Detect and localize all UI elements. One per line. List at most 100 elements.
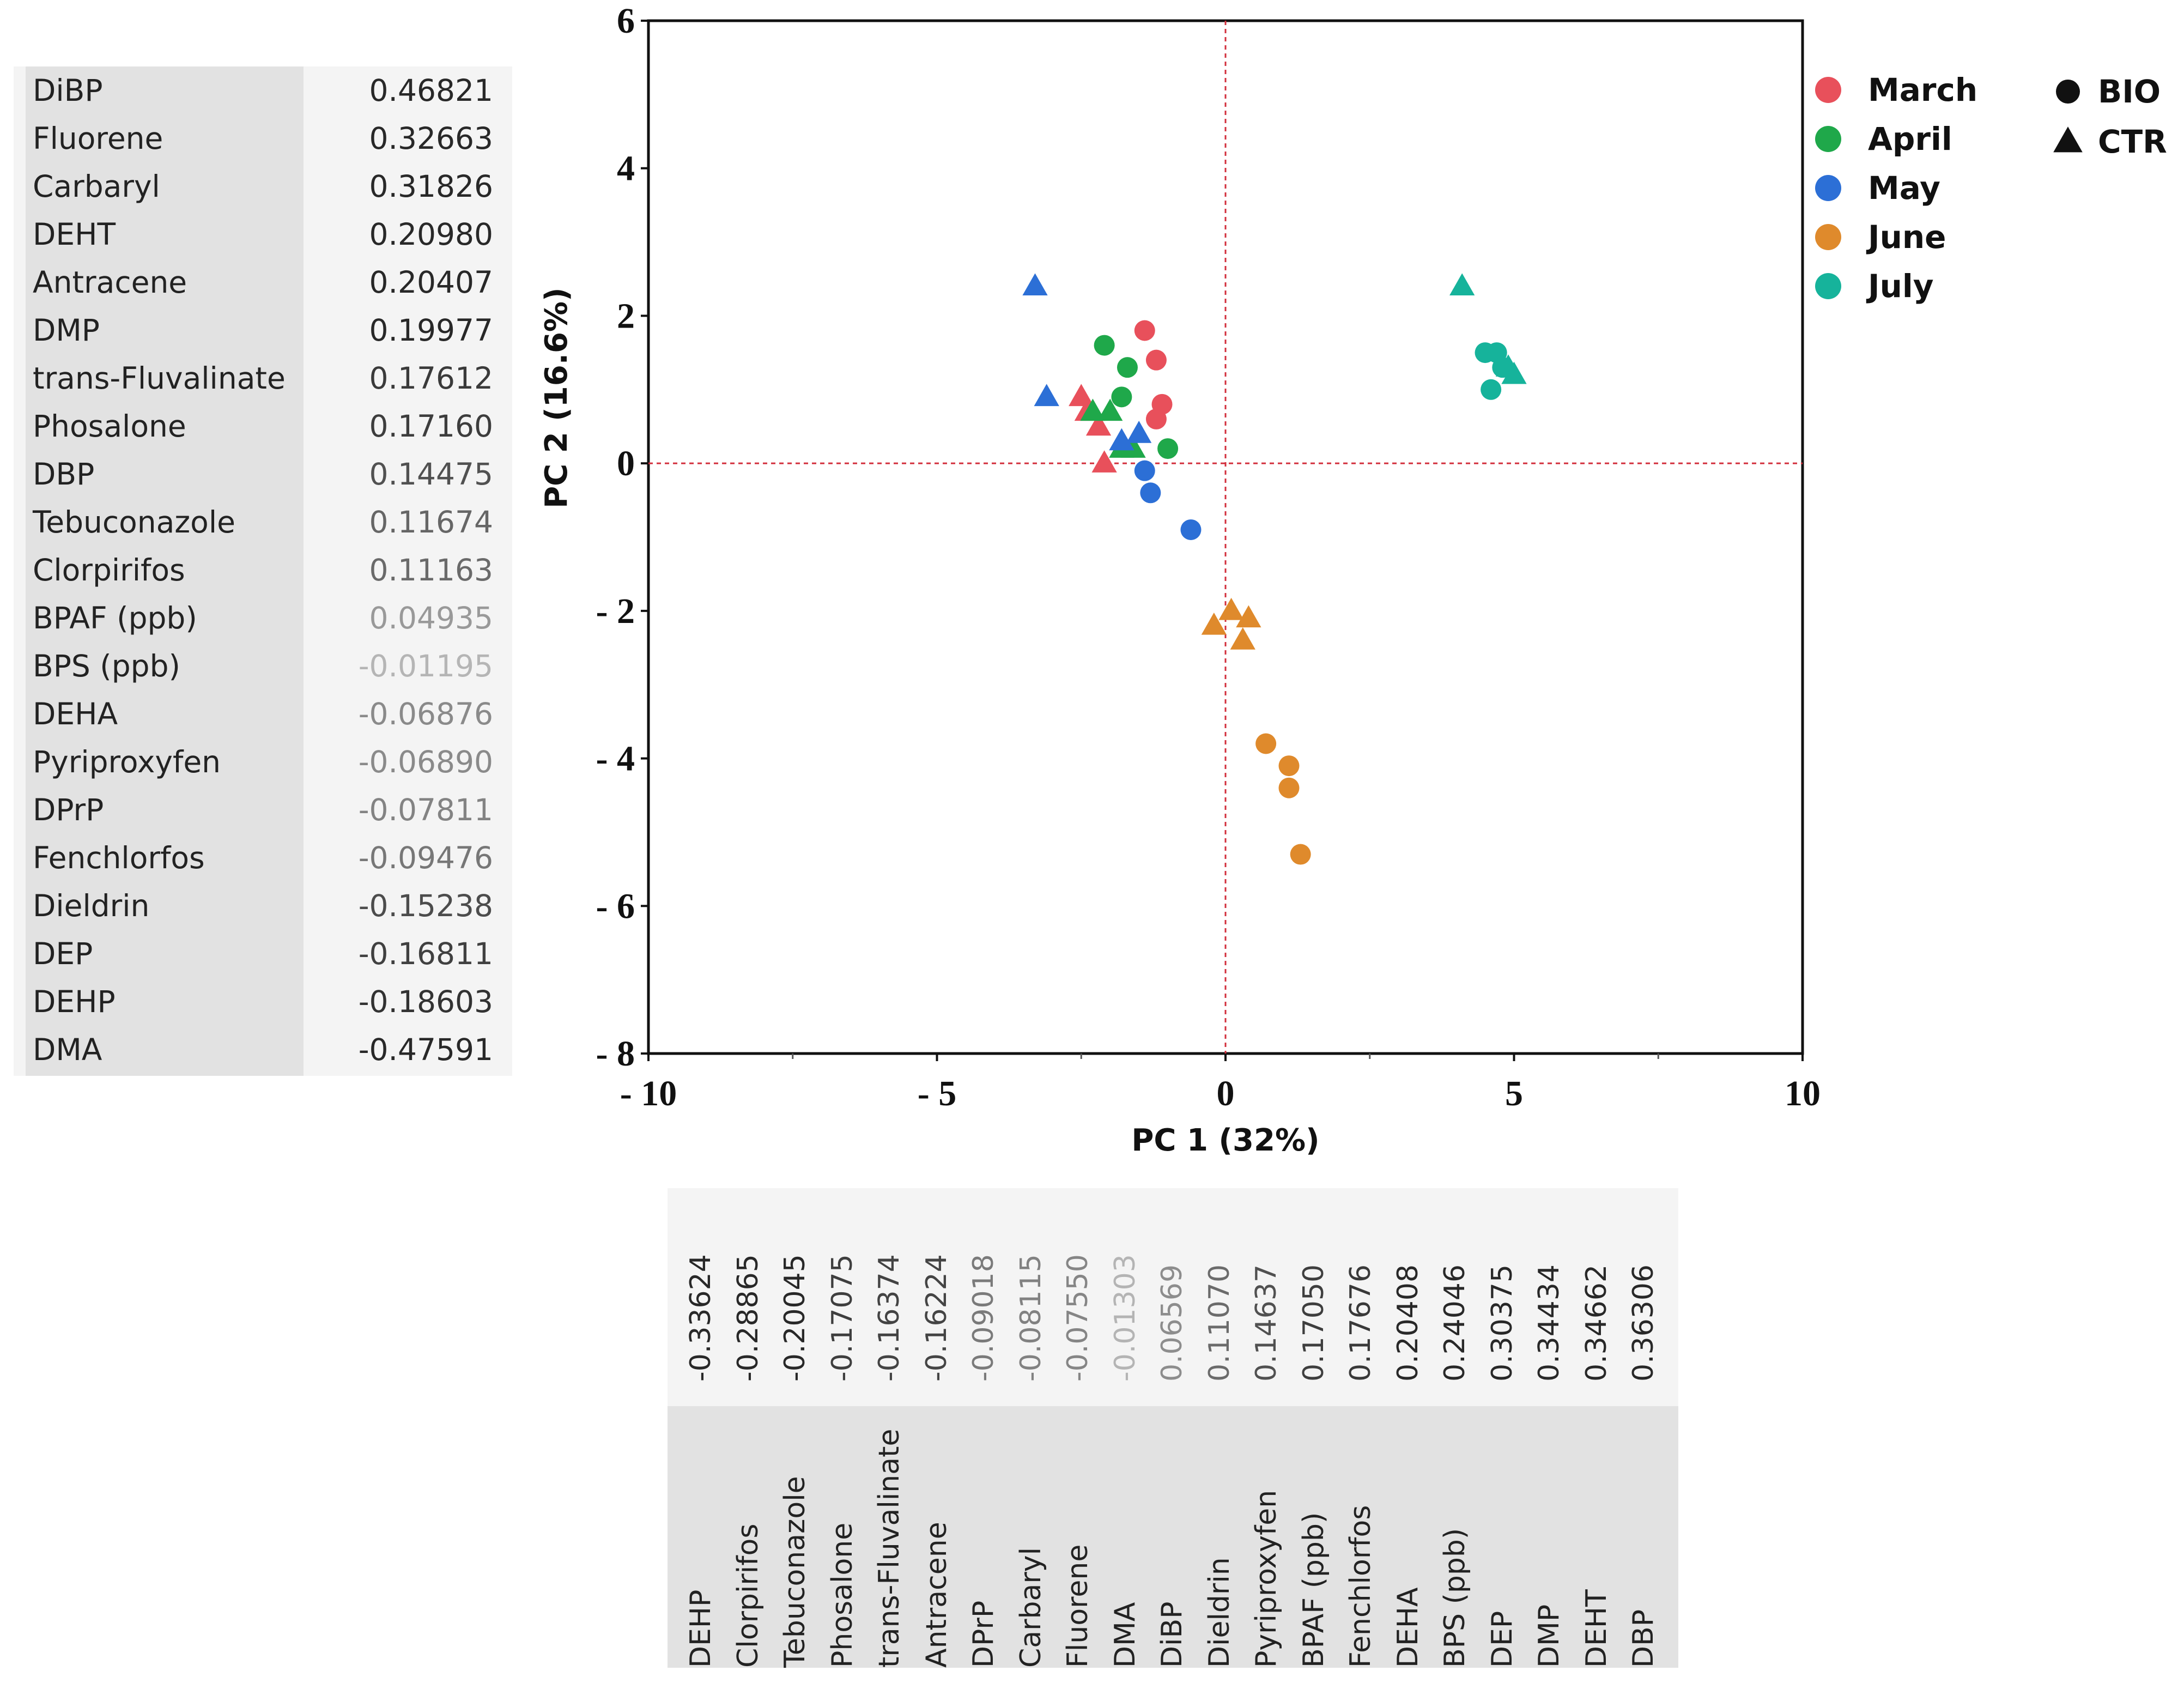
loading-variable-name: Dieldrin bbox=[33, 888, 150, 923]
pc2-names-column bbox=[26, 66, 304, 1076]
loading-variable-name: DMA bbox=[33, 1032, 102, 1067]
loading-value: 0.31826 bbox=[369, 169, 493, 204]
data-point-april-ctr bbox=[1080, 398, 1106, 421]
pc2-loadings-table: DiBP 0.46821 Fluorene 0.32663 Carbaryl 0.3182… bbox=[14, 66, 512, 1076]
data-point-may-bio bbox=[1180, 519, 1202, 540]
loading-variable-name: DiBP bbox=[33, 73, 103, 108]
legend-shape-ctr bbox=[2053, 126, 2083, 153]
loading-variable-name: BPS (ppb) bbox=[33, 649, 180, 683]
legend-marker-may bbox=[1815, 175, 1841, 201]
loading-value: 0.04935 bbox=[369, 601, 493, 635]
loading-value: 0.32663 bbox=[369, 121, 493, 156]
data-point-april-bio bbox=[1111, 386, 1132, 408]
legend-marker-june bbox=[1815, 224, 1841, 250]
legend-label-july: July bbox=[1866, 268, 1934, 305]
loading-variable-name: DEP bbox=[33, 936, 93, 971]
y-axis-label: PC 2 (16.6%) bbox=[539, 287, 574, 508]
pc2-loading-row: DEP -0.16811 bbox=[14, 930, 512, 978]
pc2-loading-row: Phosalone 0.17160 bbox=[14, 402, 512, 450]
loading-variable-name: DEHT bbox=[33, 217, 116, 252]
data-point-may-bio bbox=[1140, 482, 1161, 504]
loading-value: 0.17160 bbox=[369, 409, 493, 444]
y-tick-label: 4 bbox=[617, 149, 635, 189]
legend-shape-bio bbox=[2056, 80, 2080, 104]
data-point-june-ctr bbox=[1201, 612, 1227, 635]
data-point-april-bio bbox=[1157, 438, 1179, 459]
loading-value: -0.15238 bbox=[358, 888, 493, 923]
data-point-may-ctr bbox=[1034, 384, 1059, 407]
pc1-names-band bbox=[668, 1406, 1678, 1668]
pc2-loading-row: DMP 0.19977 bbox=[14, 306, 512, 354]
loading-value: -0.18603 bbox=[358, 984, 493, 1019]
loading-variable-name: Fluorene bbox=[33, 121, 163, 156]
data-point-april-bio bbox=[1094, 335, 1115, 356]
loading-variable-name: DEHA bbox=[33, 697, 118, 731]
loading-variable-name: Clorpirifos bbox=[33, 553, 185, 588]
x-tick-label: - 10 bbox=[620, 1074, 677, 1113]
loading-value: 0.14475 bbox=[369, 457, 493, 492]
data-point-june-ctr bbox=[1230, 627, 1255, 650]
y-tick-label: 6 bbox=[617, 1, 635, 41]
data-point-june-ctr bbox=[1218, 597, 1244, 620]
loading-variable-name: Phosalone bbox=[33, 409, 186, 444]
data-point-june-bio bbox=[1278, 755, 1300, 777]
data-point-may-ctr bbox=[1126, 421, 1152, 443]
data-point-july-ctr bbox=[1449, 273, 1475, 296]
data-point-july-bio bbox=[1481, 379, 1502, 400]
data-point-may-ctr bbox=[1022, 273, 1048, 296]
data-point-april-ctr bbox=[1120, 435, 1146, 458]
x-tick-label: 5 bbox=[1505, 1074, 1523, 1113]
data-point-march-ctr bbox=[1085, 413, 1112, 436]
loading-value: 0.11163 bbox=[369, 553, 493, 588]
legend-marker-april bbox=[1815, 126, 1841, 152]
y-tick-label: - 8 bbox=[596, 1034, 635, 1074]
loading-value: -0.16811 bbox=[358, 936, 493, 971]
pc2-loading-row: DEHA -0.06876 bbox=[14, 690, 512, 738]
legend-label-april: April bbox=[1868, 120, 1952, 158]
x-tick-label: 10 bbox=[1785, 1074, 1821, 1113]
pc2-loading-row: Pyriproxyfen -0.06890 bbox=[14, 738, 512, 786]
loading-variable-name: DMP bbox=[33, 313, 100, 348]
pc2-loading-row: DEHT 0.20980 bbox=[14, 210, 512, 258]
loading-variable-name: DPrP bbox=[33, 792, 104, 827]
data-point-april-bio bbox=[1117, 357, 1138, 378]
pc2-loading-row: DMA -0.47591 bbox=[14, 1026, 512, 1074]
loading-variable-name: Carbaryl bbox=[33, 169, 160, 204]
legend-marker-july bbox=[1815, 273, 1841, 299]
loading-value: 0.11674 bbox=[369, 505, 493, 540]
pc2-loading-row: Dieldrin -0.15238 bbox=[14, 882, 512, 930]
y-tick-label: - 2 bbox=[596, 591, 635, 631]
data-point-may-bio bbox=[1134, 460, 1155, 481]
pc2-loading-row: Carbaryl 0.31826 bbox=[14, 162, 512, 210]
pc2-loading-row: BPAF (ppb) 0.04935 bbox=[14, 594, 512, 642]
legend-label-may: May bbox=[1868, 169, 1940, 207]
data-point-july-ctr bbox=[1501, 361, 1527, 384]
loading-variable-name: Antracene bbox=[33, 265, 187, 300]
loading-variable-name: Fenchlorfos bbox=[33, 840, 205, 875]
data-point-march-bio bbox=[1134, 320, 1155, 341]
loading-variable-name: trans-Fluvalinate bbox=[33, 361, 286, 396]
loading-value: 0.20980 bbox=[369, 217, 493, 252]
loading-variable-name: Pyriproxyfen bbox=[33, 744, 221, 779]
loading-value: 0.46821 bbox=[369, 73, 493, 108]
loading-value: 0.19977 bbox=[369, 313, 493, 348]
data-point-june-bio bbox=[1278, 777, 1300, 798]
loading-value: -0.47591 bbox=[358, 1032, 493, 1067]
data-point-march-ctr bbox=[1069, 384, 1094, 407]
legend-label-march: March bbox=[1868, 71, 1977, 108]
loading-value: -0.01195 bbox=[358, 649, 493, 683]
loading-value: -0.09476 bbox=[358, 840, 493, 875]
data-point-june-bio bbox=[1290, 844, 1311, 865]
loading-value: -0.06876 bbox=[358, 697, 493, 731]
loading-variable-name: BPAF (ppb) bbox=[33, 601, 197, 635]
data-point-may-ctr bbox=[1109, 428, 1135, 451]
loading-value: 0.20407 bbox=[369, 265, 493, 300]
pc2-loading-row: Tebuconazole 0.11674 bbox=[14, 498, 512, 546]
data-point-march-bio bbox=[1145, 408, 1167, 429]
legend-marker-march bbox=[1815, 77, 1841, 103]
loading-value: 0.17612 bbox=[369, 361, 493, 396]
pc2-loading-row: trans-Fluvalinate 0.17612 bbox=[14, 354, 512, 402]
pc2-loading-row: DEHP -0.18603 bbox=[14, 978, 512, 1026]
y-tick-label: 0 bbox=[617, 444, 635, 483]
